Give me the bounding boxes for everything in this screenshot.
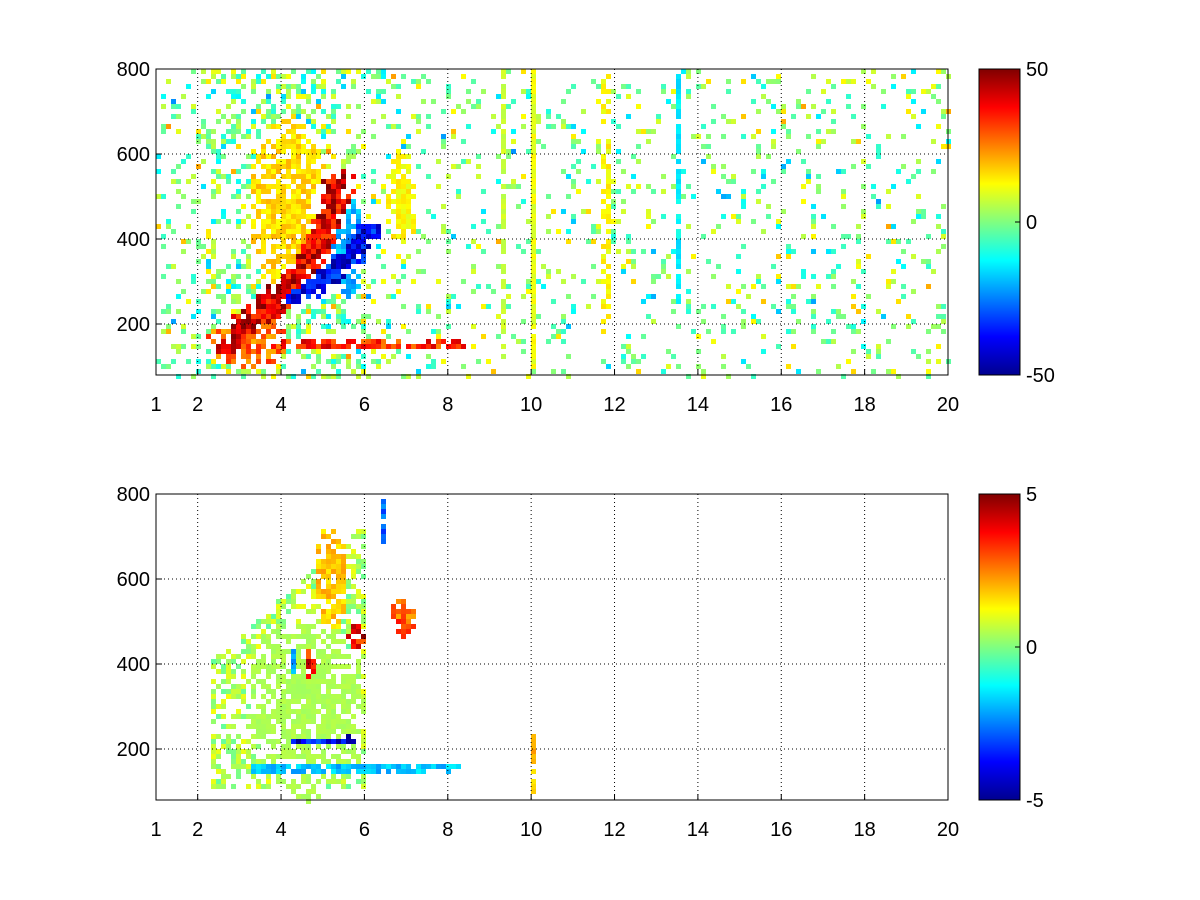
colorbar-tick-label: 0 <box>1026 637 1037 659</box>
x-tick-label: 1 <box>150 394 161 416</box>
y-tick-label: 600 <box>117 144 150 166</box>
x-tick-label: 6 <box>359 394 370 416</box>
colorbar-gradient <box>978 493 1021 801</box>
colorbar-tick-label: 5 <box>1026 484 1037 506</box>
axes-frame <box>155 493 949 801</box>
x-tick-label: 14 <box>687 819 709 841</box>
x-tick-label: 2 <box>192 394 203 416</box>
heatmap-cells <box>156 69 951 379</box>
x-tick-label: 20 <box>937 819 959 841</box>
colorbar-tick-label: 50 <box>1026 59 1048 81</box>
colorbar: 5 0 -5 <box>978 484 1044 812</box>
heatmap-cells <box>211 499 536 804</box>
x-tick-label: 10 <box>520 819 542 841</box>
y-tick-label: 600 <box>117 569 150 591</box>
x-tick-label: 12 <box>603 819 625 841</box>
x-tick-label: 18 <box>854 819 876 841</box>
colorbar-gradient <box>978 68 1021 376</box>
y-tick-label: 800 <box>117 59 150 81</box>
y-tick-label: 400 <box>117 654 150 676</box>
x-tick-label: 4 <box>275 394 286 416</box>
colorbar-tick-label: -50 <box>1026 365 1055 387</box>
x-tick-label: 2 <box>192 819 203 841</box>
x-tick-label: 12 <box>603 394 625 416</box>
y-tick-label: 400 <box>117 229 150 251</box>
x-tick-label: 14 <box>687 394 709 416</box>
axes-frame <box>155 68 949 376</box>
colorbar-tick-label: -5 <box>1026 790 1044 812</box>
x-tick-label: 4 <box>275 819 286 841</box>
x-tick-label: 20 <box>937 394 959 416</box>
y-tick-label: 800 <box>117 484 150 506</box>
x-tick-label: 16 <box>770 394 792 416</box>
x-tick-label: 18 <box>854 394 876 416</box>
x-tick-label: 6 <box>359 819 370 841</box>
x-tick-label: 8 <box>442 819 453 841</box>
x-tick-label: 10 <box>520 394 542 416</box>
x-tick-label: 1 <box>150 819 161 841</box>
colorbar-tick-label: 0 <box>1026 212 1037 234</box>
colorbar: 50 0 -50 <box>978 59 1055 387</box>
x-tick-label: 8 <box>442 394 453 416</box>
x-tick-label: 16 <box>770 819 792 841</box>
y-tick-label: 200 <box>117 314 150 336</box>
y-tick-label: 200 <box>117 739 150 761</box>
